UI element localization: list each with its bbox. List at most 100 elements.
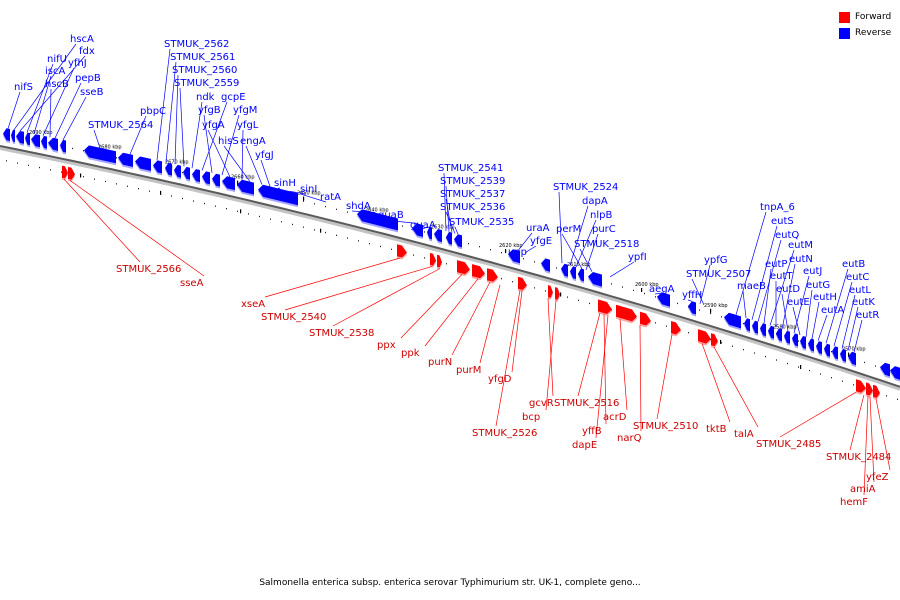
major-tick-lower [320, 228, 322, 233]
major-tick-lower [160, 190, 162, 195]
leader-pepb [54, 82, 82, 139]
gene-label-sini: sinI [300, 184, 317, 195]
leader-eutg [805, 289, 813, 337]
leader-eutl [841, 294, 856, 349]
forward-gene-arrow [866, 382, 873, 396]
reverse-gene-arrow [192, 169, 200, 182]
gene-label-dape: dapE [572, 440, 597, 451]
gene-label-yfgj: yfgJ [255, 150, 274, 161]
gene-label-amia: amiA [850, 484, 876, 495]
leader-stmuk-2541 [443, 172, 447, 232]
leader-stmuk-2526 [495, 290, 521, 427]
gene-label-gcvr: gcvR [529, 398, 554, 409]
gene-label-uraa: uraA [526, 223, 550, 234]
forward-gene-arrow [397, 244, 407, 258]
forward-gene-arrow [487, 268, 498, 282]
forward-gene-arrow [430, 252, 436, 266]
minor-tick [787, 362, 788, 365]
gene-label-narq: narQ [617, 433, 642, 444]
gene-label-yfga: yfgA [202, 120, 225, 131]
minor-tick [501, 252, 502, 254]
gene-label-dapa: dapA [582, 196, 608, 207]
leader-ppk [424, 278, 479, 347]
gene-label-stmuk-2559: STMUK_2559 [174, 78, 239, 89]
gene-label-ypfi: ypfI [628, 252, 647, 263]
leader-eutr [853, 319, 863, 353]
minor-tick [765, 355, 766, 358]
minor-tick [347, 211, 348, 213]
minor-tick [721, 342, 722, 344]
reverse-gene-arrow [724, 312, 741, 329]
leader-hiss [223, 145, 251, 182]
reverse-gene-arrow [84, 145, 116, 164]
gene-label-purc: purC [592, 224, 616, 235]
minor-tick [578, 299, 579, 301]
leader-stmuk-2537 [445, 198, 453, 233]
tick-label-2660-kbp: 2660 kbp [231, 175, 255, 181]
minor-tick [710, 312, 711, 315]
gene-label-ppk: ppk [401, 348, 420, 359]
minor-tick [886, 395, 887, 397]
reverse-gene-arrow [880, 362, 890, 377]
reverse-gene-arrow [183, 166, 190, 180]
minor-tick [446, 263, 447, 265]
gene-label-hemf: hemF [840, 497, 868, 508]
leader-gcvr [547, 298, 554, 397]
gene-label-stmuk-2518: STMUK_2518 [574, 239, 639, 250]
gene-label-rata: ratA [320, 192, 341, 203]
minor-tick [875, 365, 876, 367]
reverse-gene-arrow [165, 162, 172, 176]
leader-yfgd [511, 290, 523, 373]
leader-stmuk-2560 [174, 74, 179, 165]
leader-yffb [603, 314, 607, 425]
minor-tick [534, 261, 535, 263]
minor-tick [17, 162, 18, 164]
minor-tick [501, 278, 502, 280]
gene-label-hsca: hscA [70, 34, 94, 45]
leader-eutp [763, 268, 772, 324]
leader-yfhj [42, 67, 75, 136]
tick-label-2650-kbp: 2650 kbp [297, 191, 321, 197]
backbone-line [0, 145, 900, 388]
gene-label-ppx: ppx [377, 340, 396, 351]
leader-eutd [781, 293, 789, 332]
gene-label-acrd: acrD [603, 412, 627, 423]
gene-label-stmuk-2538: STMUK_2538 [309, 328, 374, 339]
leader-eutm [769, 249, 795, 326]
leader-uraa [517, 232, 533, 251]
leader-acrd [619, 318, 628, 411]
minor-tick [193, 200, 194, 202]
minor-tick [853, 384, 854, 386]
minor-tick [270, 218, 271, 220]
minor-tick [72, 147, 73, 150]
reverse-gene-arrow [890, 366, 900, 380]
leader-stmuk-2518 [579, 248, 593, 272]
leader-nlpb [575, 219, 597, 268]
leader-stmuk-2507 [691, 278, 705, 306]
minor-tick [655, 322, 656, 324]
major-tick [303, 196, 305, 201]
map-caption: Salmonella enterica subsp. enterica sero… [259, 578, 641, 588]
minor-tick [226, 208, 227, 210]
reverse-gene-arrow [174, 164, 181, 178]
leader-stmuk-2566 [63, 178, 141, 263]
reverse-gene-arrow [434, 229, 442, 243]
minor-tick [666, 325, 667, 327]
gene-label-nifs: nifS [14, 82, 33, 93]
forward-gene-arrow [598, 299, 612, 314]
reverse-gene-arrow [258, 184, 298, 206]
minor-tick [424, 257, 425, 259]
reverse-gene-arrow [578, 268, 584, 282]
backbone-shadow [0, 146, 900, 391]
minor-tick [743, 349, 744, 351]
reverse-gene-arrow [508, 249, 520, 264]
minor-tick [512, 281, 513, 283]
leader-ssea [69, 180, 205, 277]
forward-gene-arrow [698, 329, 711, 344]
leader-enga [245, 145, 263, 185]
minor-tick [303, 200, 304, 202]
minor-tick [94, 178, 95, 180]
reverse-gene-arrow [832, 346, 838, 360]
minor-tick [842, 380, 843, 382]
reverse-gene-arrow [16, 131, 24, 144]
